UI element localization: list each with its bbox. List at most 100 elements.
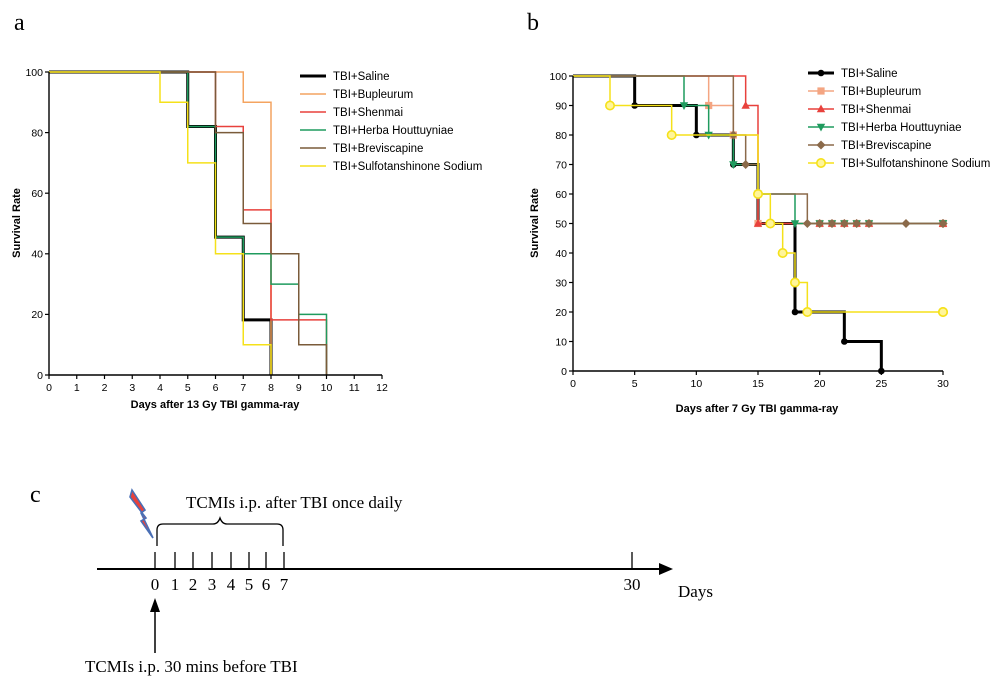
chart-b-y-axis-title: Survival Rate	[529, 188, 541, 258]
series-line-tbi-bupleurum	[49, 71, 272, 375]
y-tick-label: 80	[31, 127, 43, 139]
data-point-marker	[802, 219, 812, 228]
x-tick-label: 5	[185, 382, 191, 394]
x-tick-label: 0	[570, 378, 576, 390]
timeline-tick-label: 7	[280, 575, 289, 594]
legend-marker	[816, 140, 826, 150]
censor-marker	[815, 219, 825, 228]
chart-b-axes: 0 10 20 30 40 50 60 70 80 90 100 0 5 10 15 20 25 30	[549, 71, 949, 390]
y-tick-label: 0	[37, 370, 43, 382]
bracket-label: TCMIs i.p. after TBI once daily	[186, 493, 403, 512]
data-point-marker	[666, 130, 677, 141]
x-tick-label: 8	[268, 382, 274, 394]
legend-label: TBI+Herba Houttuyniae	[841, 122, 962, 134]
x-tick-label: 3	[129, 382, 135, 394]
y-tick-label: 20	[555, 307, 567, 319]
timeline-arrowhead	[659, 563, 673, 575]
legend-marker	[816, 123, 826, 132]
x-tick-label: 6	[213, 382, 219, 394]
legend-label: TBI+Breviscapine	[333, 143, 423, 155]
y-tick-label: 100	[25, 67, 43, 79]
x-tick-label: 1	[74, 382, 80, 394]
data-point-marker	[604, 100, 615, 111]
chart-a-y-axis-title: Survival Rate	[11, 188, 23, 258]
x-tick-label: 0	[46, 382, 52, 394]
data-point-marker	[753, 219, 763, 227]
y-tick-label: 10	[555, 336, 567, 348]
series-line-tbi-saline	[49, 70, 273, 375]
censor-marker	[839, 219, 849, 228]
series-line-tbi-breviscapine	[49, 71, 328, 375]
legend-label: TBI+Herba Houttuyniae	[333, 125, 454, 137]
y-tick-label: 70	[555, 159, 567, 171]
legend-label: TBI+Shenmai	[333, 107, 403, 119]
y-tick-label: 60	[31, 188, 43, 200]
data-point-marker	[752, 189, 763, 200]
data-point-marker	[791, 308, 799, 316]
timeline-tick-label: 4	[227, 575, 236, 594]
x-tick-label: 5	[632, 378, 638, 390]
chart-b-legend: TBI+Saline TBI+Bupleurum TBI+Shenmai TBI+He…	[808, 68, 990, 170]
censor-marker	[938, 219, 948, 228]
lightning-bolt-icon	[129, 488, 154, 539]
series-line-tbi-breviscapine	[573, 75, 943, 225]
pre-dose-arrowhead	[150, 598, 160, 612]
legend-marker	[815, 158, 826, 169]
legend-label: TBI+Sulfotanshinone Sodium	[841, 158, 990, 170]
data-point-marker	[790, 220, 800, 228]
chart-b-x-axis-title: Days after 7 Gy TBI gamma-ray	[676, 403, 840, 415]
censor-marker	[852, 219, 862, 228]
series-line-tbi-herba-houttuyniae	[573, 75, 943, 225]
y-tick-label: 30	[555, 277, 567, 289]
legend-label: TBI+Breviscapine	[841, 140, 931, 152]
data-point-marker	[741, 101, 750, 109]
legend-label: TBI+Saline	[841, 68, 898, 80]
x-tick-label: 10	[690, 378, 702, 390]
censor-marker	[901, 219, 911, 228]
x-tick-label: 25	[875, 378, 887, 390]
y-tick-label: 100	[549, 71, 567, 83]
legend-label: TBI+Bupleurum	[841, 86, 921, 98]
y-tick-label: 0	[561, 366, 567, 378]
legend-marker	[817, 87, 825, 95]
y-tick-label: 90	[555, 100, 567, 112]
x-tick-label: 10	[321, 382, 333, 394]
data-point-marker	[841, 338, 848, 345]
chart-a-x-axis-title: Days after 13 Gy TBI gamma-ray	[131, 399, 301, 411]
x-tick-label: 9	[296, 382, 302, 394]
timeline-ticks: 0 1 2 3 4 5 6 7 30	[151, 552, 641, 594]
chart-b: 0 10 20 30 40 50 60 70 80 90 100 0 5 10 15 20 25 30 TBI+S…	[529, 68, 990, 415]
y-tick-label: 50	[555, 218, 567, 230]
panel-a-letter: a	[14, 10, 25, 36]
x-tick-label: 11	[349, 382, 360, 394]
chart-b-series-group	[573, 74, 948, 375]
daily-dosing-bracket	[156, 515, 284, 546]
censor-marker	[827, 219, 837, 228]
series-line-tbi-sulfotanshinone-sodium	[573, 75, 943, 313]
timeline-tick-label: 2	[189, 575, 198, 594]
x-tick-label: 12	[376, 382, 388, 394]
pre-dose-label: TCMIs i.p. 30 mins before TBI	[85, 657, 298, 676]
timeline-tick-label: 0	[151, 575, 160, 594]
data-point-marker	[679, 102, 689, 110]
timeline-tick-label: 5	[245, 575, 254, 594]
data-point-marker	[777, 248, 788, 259]
data-point-marker	[802, 306, 813, 317]
legend-marker	[817, 69, 825, 77]
legend-marker	[816, 104, 826, 113]
data-point-marker	[765, 218, 776, 229]
y-tick-label: 40	[31, 249, 43, 261]
panel-c-letter: c	[30, 482, 41, 508]
timeline-axis-label: Days	[678, 582, 713, 601]
legend-label: TBI+Saline	[333, 71, 390, 83]
x-tick-label: 7	[240, 382, 246, 394]
data-point-marker	[789, 277, 800, 288]
chart-a-legend: TBI+Saline TBI+Bupleurum TBI+Shenmai TBI+He…	[300, 71, 482, 173]
censor-marker	[864, 219, 874, 228]
x-tick-label: 2	[102, 382, 108, 394]
censor-marker	[937, 306, 948, 317]
